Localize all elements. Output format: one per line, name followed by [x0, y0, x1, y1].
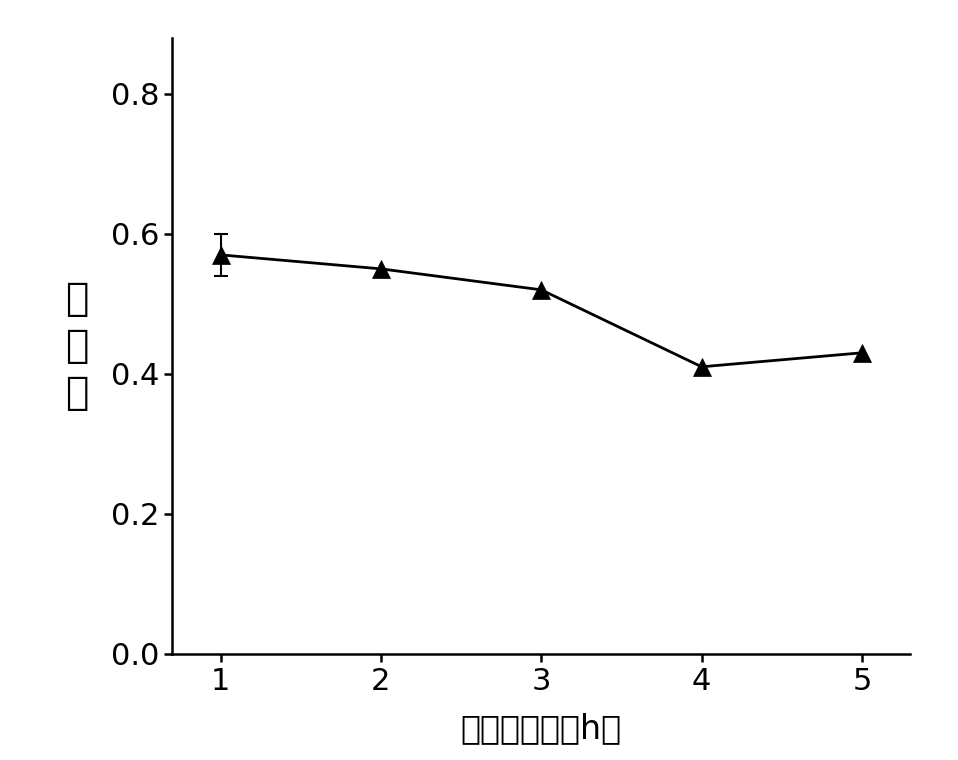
X-axis label: 确酸化时间（h）: 确酸化时间（h）: [461, 712, 622, 746]
Text: 取
代
度: 取 代 度: [65, 280, 88, 412]
